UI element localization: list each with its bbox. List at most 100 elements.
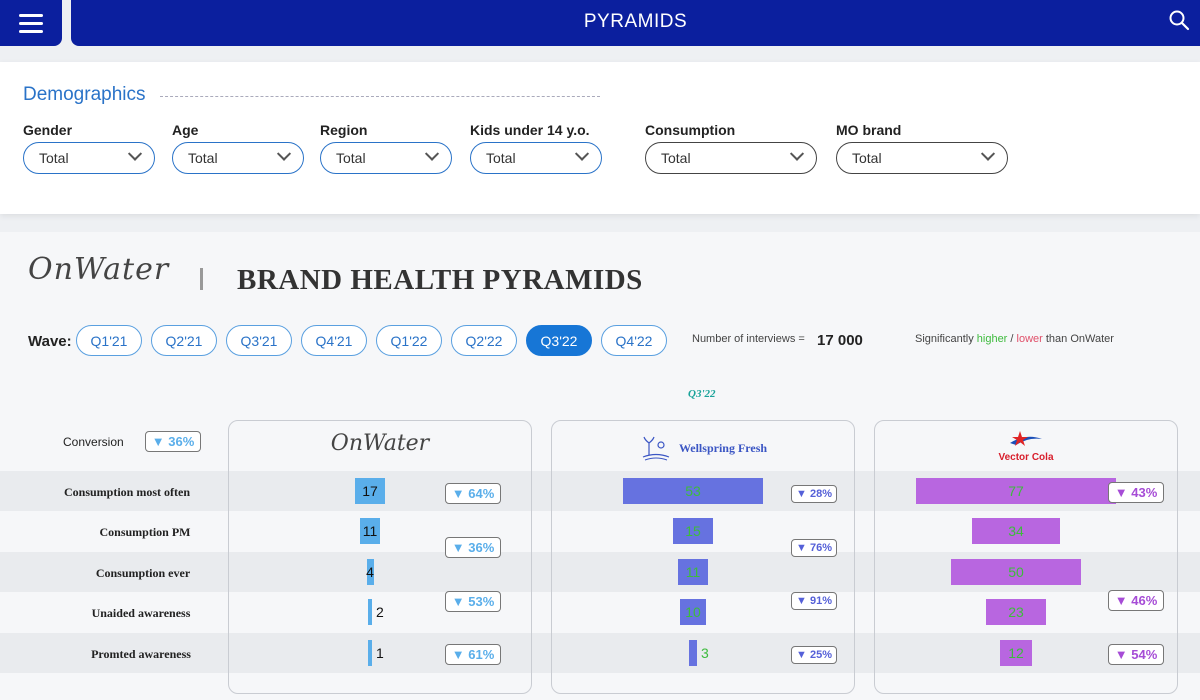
onwater-logo: OnWater bbox=[28, 252, 170, 287]
pyramid-bar bbox=[689, 640, 697, 666]
pyramid-bar bbox=[951, 559, 1081, 585]
chevron-down-icon bbox=[127, 146, 143, 161]
filter-label: MO brand bbox=[836, 122, 902, 138]
wellspring-logo-icon bbox=[642, 436, 670, 461]
interviews-label: Number of interviews = bbox=[692, 333, 805, 345]
wave-q4-22[interactable]: Q4'22 bbox=[601, 325, 667, 356]
wave-q2-22[interactable]: Q2'22 bbox=[451, 325, 517, 356]
wellspring-brand-name: Wellspring Fresh bbox=[678, 440, 768, 455]
pyramid-bar bbox=[971, 518, 1061, 544]
hamburger-line bbox=[19, 21, 43, 25]
bar-value-label: 23 bbox=[1008, 604, 1024, 620]
filter-label: Age bbox=[172, 122, 199, 138]
chevron-down-icon bbox=[276, 146, 292, 161]
pyramid-bar bbox=[366, 559, 374, 585]
select-value: Total bbox=[39, 150, 69, 166]
wave-label: Wave: bbox=[28, 333, 72, 350]
bar-value-label: 53 bbox=[685, 483, 701, 499]
region-select[interactable]: Total bbox=[320, 142, 452, 174]
pyramid-bar bbox=[360, 518, 380, 544]
vector-cola-badge: ▼ 46% bbox=[1108, 590, 1164, 611]
wellspring-badge: ▼ 76% bbox=[791, 539, 837, 557]
bar-value-label: 1 bbox=[376, 645, 384, 661]
interviews-value: 17 000 bbox=[817, 332, 863, 349]
pyramid-bar bbox=[678, 559, 708, 585]
wave-q3-21[interactable]: Q3'21 bbox=[226, 325, 292, 356]
pyramid-bar bbox=[1000, 640, 1032, 666]
bar-value-label: 50 bbox=[1008, 564, 1024, 580]
wave-q3-22[interactable]: Q3'22 bbox=[526, 325, 592, 356]
search-icon[interactable] bbox=[1168, 9, 1190, 31]
wellspring-badge: ▼ 25% bbox=[791, 646, 837, 664]
select-value: Total bbox=[486, 150, 516, 166]
bar-value-label: 11 bbox=[362, 523, 378, 539]
pyramid-bar bbox=[679, 599, 707, 625]
wave-q1-21[interactable]: Q1'21 bbox=[76, 325, 142, 356]
onwater-badge: ▼ 64% bbox=[445, 483, 501, 504]
bar-value-label: 11 bbox=[685, 564, 701, 580]
legend-text: than OnWater bbox=[1042, 333, 1114, 345]
vector-cola-logo-icon bbox=[1010, 431, 1042, 446]
vector-cola-brand-header: Vector Cola bbox=[875, 429, 1177, 463]
mo-brand-select[interactable]: Total bbox=[836, 142, 1008, 174]
legend-higher: higher bbox=[976, 333, 1008, 345]
filter-gender: Gender Total bbox=[23, 122, 155, 174]
select-value: Total bbox=[852, 150, 882, 166]
bar-value-label: 12 bbox=[1008, 645, 1024, 661]
bar-value-label: 17 bbox=[362, 483, 378, 499]
row-stripe bbox=[0, 633, 1200, 673]
divider bbox=[160, 96, 600, 97]
pyramid-bar bbox=[368, 640, 372, 666]
pyramid-bar bbox=[622, 478, 764, 504]
kids-select[interactable]: Total bbox=[470, 142, 602, 174]
bar-value-label: 15 bbox=[685, 523, 701, 539]
bar-value-label: 34 bbox=[1008, 523, 1024, 539]
gender-select[interactable]: Total bbox=[23, 142, 155, 174]
page-title: PYRAMIDS bbox=[583, 11, 688, 32]
current-wave-label: Q3'22 bbox=[688, 388, 716, 400]
brand-card-wellspring: Wellspring Fresh bbox=[551, 420, 855, 694]
filter-mo-brand: MO brand Total bbox=[836, 122, 1008, 174]
age-select[interactable]: Total bbox=[172, 142, 304, 174]
demographics-panel: Demographics Gender Total Age Total Regi… bbox=[0, 62, 1200, 214]
chevron-down-icon bbox=[424, 146, 440, 161]
pyramid-bar bbox=[915, 478, 1117, 504]
filter-region: Region Total bbox=[320, 122, 452, 174]
pyramid-bar bbox=[986, 599, 1046, 625]
bar-value-label: 10 bbox=[685, 604, 701, 620]
vector-cola-badge: ▼ 54% bbox=[1108, 644, 1164, 665]
menu-button[interactable] bbox=[0, 0, 62, 46]
section-title: BRAND HEALTH PYRAMIDS bbox=[237, 264, 643, 296]
filter-consumption: Consumption Total bbox=[645, 122, 817, 174]
select-value: Total bbox=[661, 150, 691, 166]
pyramid-bar bbox=[368, 599, 372, 625]
filter-age: Age Total bbox=[172, 122, 304, 174]
row-label: Consumption PM bbox=[99, 525, 191, 539]
significance-legend: Significantly higher / lower than OnWate… bbox=[915, 333, 1114, 345]
select-value: Total bbox=[336, 150, 366, 166]
top-bar: PYRAMIDS bbox=[71, 0, 1200, 46]
wave-q1-22[interactable]: Q1'22 bbox=[376, 325, 442, 356]
filter-label: Region bbox=[320, 122, 368, 138]
chevron-down-icon bbox=[789, 146, 805, 161]
vector-cola-brand-name: Vector Cola bbox=[998, 452, 1054, 463]
onwater-brand-logo: OnWater bbox=[330, 431, 430, 456]
wave-q4-21[interactable]: Q4'21 bbox=[301, 325, 367, 356]
hamburger-menu-icon bbox=[19, 13, 43, 17]
consumption-select[interactable]: Total bbox=[645, 142, 817, 174]
wellspring-badge: ▼ 28% bbox=[791, 485, 837, 503]
row-label: Consumption ever bbox=[95, 566, 191, 580]
hamburger-line bbox=[19, 29, 43, 33]
wave-q2-21[interactable]: Q2'21 bbox=[151, 325, 217, 356]
bar-value-label: 3 bbox=[700, 645, 709, 661]
demographics-title: Demographics bbox=[23, 84, 146, 105]
legend-lower: lower bbox=[1016, 333, 1043, 345]
onwater-badge: ▼ 61% bbox=[445, 644, 501, 665]
filter-label: Consumption bbox=[645, 122, 736, 138]
pyramid-bar bbox=[355, 478, 385, 504]
wellspring-brand-header: Wellspring Fresh bbox=[552, 435, 854, 466]
row-label: Unaided awareness bbox=[91, 606, 191, 620]
bar-value-label: 4 bbox=[366, 564, 374, 580]
conversion-badge: ▼ 36% bbox=[145, 431, 201, 452]
bar-value-label: 2 bbox=[376, 604, 384, 620]
